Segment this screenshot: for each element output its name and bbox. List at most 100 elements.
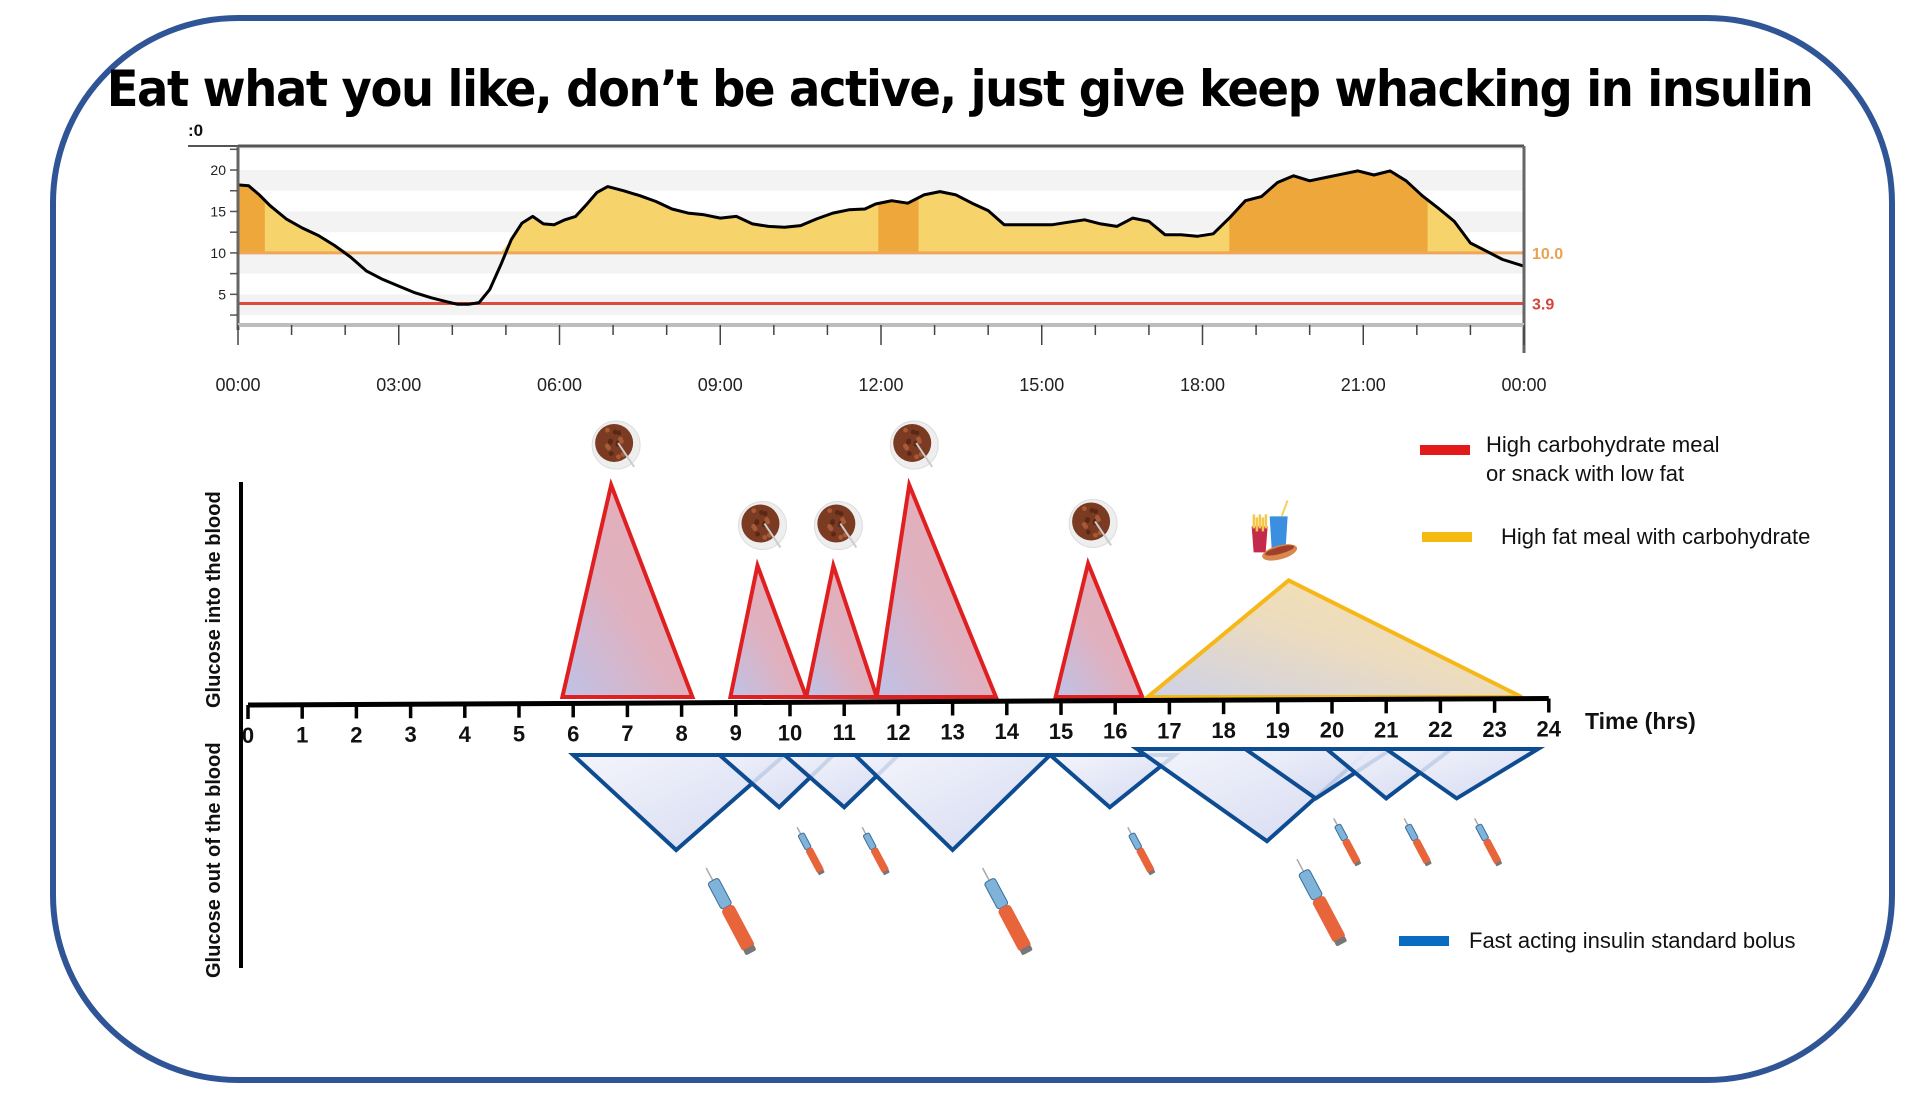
cereal-piece	[751, 508, 757, 514]
diagram-x-tick-label: 8	[675, 721, 687, 746]
x-tick-label: 15:00	[1019, 375, 1064, 395]
pen-window	[1475, 823, 1489, 842]
pen-body	[1312, 896, 1345, 943]
pen-needle	[981, 867, 990, 881]
pen-window	[862, 832, 877, 851]
drink-cup	[1269, 516, 1288, 549]
insulin-pen-icon	[861, 826, 890, 876]
spoon	[763, 523, 782, 549]
cereal-piece	[917, 439, 922, 444]
diagram-x-tick-label: 1	[296, 723, 308, 748]
carb-meal-triangle	[727, 558, 810, 699]
diagram-x-tick-label: 23	[1482, 717, 1506, 742]
insulin-pen-icon	[796, 826, 825, 876]
fry	[1264, 514, 1268, 529]
threshold-label-high: 10.0	[1532, 246, 1563, 263]
legend-carb: High carbohydrate meal or snack with low…	[1420, 430, 1720, 488]
insulin-pen-icon	[1127, 826, 1156, 876]
cereal-piece	[751, 524, 756, 529]
cereal-piece	[608, 451, 614, 456]
diagram-x-tick-label: 21	[1374, 717, 1398, 742]
legend-label-carb-line1: High carbohydrate meal	[1486, 432, 1720, 457]
cereal-piece	[906, 451, 912, 456]
diagram-x-tick-label: 4	[459, 722, 472, 747]
ylabel-glucose-out-of-blood: Glucose out of the blood	[203, 742, 225, 978]
cereal-piece	[914, 454, 919, 460]
diagram-x-tick-label: 7	[621, 721, 633, 746]
cereal-piece	[762, 511, 768, 516]
legend-label-insulin: Fast acting insulin standard bolus	[1469, 928, 1796, 953]
y-tick-label: 5	[218, 286, 226, 302]
x-tick-label: 00:00	[1501, 375, 1546, 395]
pen-window	[1404, 823, 1419, 842]
spoon	[1094, 520, 1112, 546]
cereal-piece	[838, 534, 844, 540]
cereal-bowl-icon	[889, 420, 939, 470]
pen-window	[1298, 869, 1323, 901]
fry	[1261, 517, 1265, 532]
cereal-piece	[1085, 529, 1091, 535]
diagram-x-tick-label: 6	[567, 721, 579, 746]
diagram-x-tick-label: 11	[833, 720, 856, 745]
glucose-out-triangles	[568, 747, 1546, 853]
ylabel-glucose-into-blood: Glucose into the blood	[203, 491, 225, 708]
diagram-x-tick-label: 22	[1428, 717, 1452, 742]
pen-window	[984, 878, 1008, 910]
cereal-piece	[616, 430, 622, 436]
insulin-action-triangle	[568, 753, 790, 853]
x-tick-label: 00:00	[215, 375, 260, 395]
pen-cap	[1354, 860, 1362, 867]
spoon	[839, 523, 858, 549]
x-tick-label: 18:00	[1180, 375, 1225, 395]
pen-cap	[1334, 936, 1347, 947]
cereal-piece	[834, 510, 840, 515]
pen-window	[1128, 832, 1142, 851]
cereal-piece	[604, 443, 610, 449]
legend-swatch-insulin	[1399, 936, 1449, 946]
cereal-piece	[619, 439, 624, 444]
x-tick-label: 06:00	[537, 375, 582, 395]
cereal-piece	[910, 429, 916, 435]
legend-label-carb-line2: or snack with low fat	[1486, 461, 1685, 486]
spoon	[915, 442, 934, 468]
cgm-curve-group	[237, 169, 1525, 306]
insulin-pen-icon	[981, 867, 1033, 955]
threshold-label-low: 3.9	[1532, 296, 1554, 313]
pen-window	[708, 878, 732, 910]
pen-body	[722, 904, 755, 952]
pen-cap	[1148, 869, 1156, 876]
slide-frame	[50, 15, 1895, 1083]
pen-window	[1334, 823, 1348, 842]
cereal-piece	[1081, 521, 1087, 527]
cereal-bowl-icon	[591, 420, 641, 470]
legend-swatch-fat	[1422, 532, 1472, 542]
fry	[1252, 514, 1256, 529]
cereal-piece	[762, 534, 768, 540]
y-tick-label: 10	[210, 245, 226, 261]
cereal-piece	[903, 427, 908, 433]
fry	[1255, 517, 1259, 532]
carb-meal-triangle	[559, 478, 696, 699]
insulin-action-triangle	[1044, 753, 1181, 810]
legend-label-fat: High fat meal with carbohydrate	[1501, 524, 1811, 549]
fat-meal-triangle	[1142, 578, 1523, 699]
pen-cap	[817, 869, 825, 876]
cereal-piece	[838, 511, 844, 516]
insulin-pen-icon	[705, 867, 756, 955]
diagram-x-tick-label: 15	[1049, 719, 1073, 744]
x-tick-label: 09:00	[698, 375, 743, 395]
cereal-piece	[1093, 509, 1099, 514]
pen-body	[870, 847, 889, 873]
insulin-action-triangle	[1379, 747, 1546, 801]
pen-body	[1342, 838, 1361, 865]
insulin-pen-icon	[1473, 818, 1502, 867]
grid-band	[238, 170, 1524, 191]
pen-needle	[1127, 826, 1133, 835]
cropped-axis-label: :0	[188, 121, 204, 140]
diagram-x-tick-label: 19	[1266, 718, 1290, 743]
x-tick-label: 03:00	[376, 375, 421, 395]
y-tick-label: 15	[210, 203, 226, 219]
cereal-piece	[831, 531, 836, 537]
xlabel-time: Time (hrs)	[1585, 708, 1696, 734]
